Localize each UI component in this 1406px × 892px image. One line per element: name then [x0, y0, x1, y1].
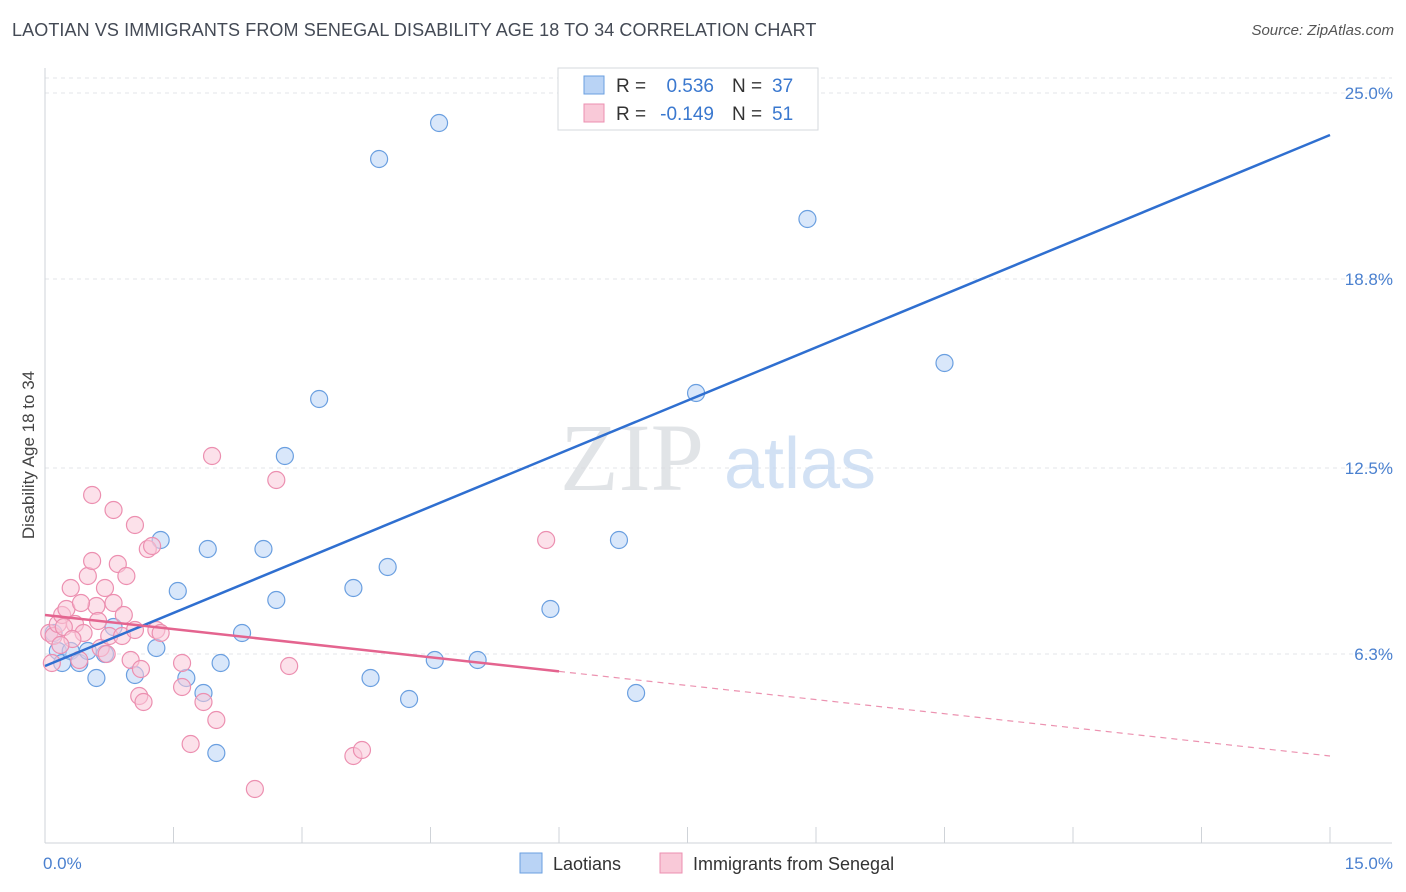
chart-source: Source: ZipAtlas.com — [1251, 22, 1394, 39]
watermark-zip: ZIP — [560, 404, 704, 511]
point-senegal — [245, 779, 264, 799]
chart-title: LAOTIAN VS IMMIGRANTS FROM SENEGAL DISAB… — [12, 20, 817, 40]
stats-r-value: 0.536 — [666, 76, 714, 97]
point-laotians — [310, 389, 329, 409]
trend-line-laotians — [44, 133, 1331, 668]
point-laotians — [361, 668, 380, 688]
point-senegal — [61, 578, 80, 598]
watermark-atlas: atlas — [724, 424, 876, 504]
point-laotians — [935, 353, 954, 373]
point-senegal — [181, 734, 200, 754]
point-laotians — [254, 539, 273, 559]
point-laotians — [147, 638, 166, 658]
point-laotians — [626, 683, 646, 703]
series-legend: Laotians Immigrants from Senegal — [519, 852, 894, 874]
point-laotians — [399, 689, 419, 709]
y-tick-label: 12.5% — [1345, 459, 1393, 478]
tick-labels: 6.3% 12.5% 18.8% 25.0% 0.0% 15.0% — [43, 84, 1393, 873]
point-senegal — [87, 596, 106, 616]
point-senegal — [78, 566, 97, 586]
stats-swatch — [583, 103, 605, 123]
point-senegal — [83, 485, 102, 505]
point-laotians — [211, 653, 230, 673]
point-laotians — [275, 446, 294, 466]
stats-legend: R = 0.536 N = 37 R = -0.149 N = 51 — [557, 67, 819, 131]
stats-n-label: N = — [732, 76, 762, 97]
point-laotians — [267, 590, 286, 610]
x-tick-label: 0.0% — [43, 854, 82, 873]
y-tick-label: 25.0% — [1345, 84, 1393, 103]
point-senegal — [83, 551, 102, 571]
point-laotians — [541, 599, 560, 619]
trend-lines — [44, 133, 1331, 757]
legend-swatch — [519, 852, 543, 874]
point-laotians — [378, 557, 397, 577]
point-senegal — [280, 656, 299, 676]
point-laotians — [344, 578, 363, 598]
point-senegal — [117, 566, 136, 586]
point-laotians — [798, 209, 817, 229]
point-senegal — [352, 740, 372, 760]
legend-label: Laotians — [553, 854, 621, 874]
stats-r-label: R = — [616, 104, 646, 125]
stats-n-value: 37 — [772, 76, 793, 97]
point-senegal — [134, 692, 153, 712]
point-laotians — [232, 623, 252, 643]
watermark: ZIP atlas — [560, 404, 876, 511]
trend-line-senegal — [44, 613, 560, 673]
point-senegal — [194, 692, 213, 712]
point-senegal — [537, 530, 556, 550]
stats-r-value: -0.149 — [660, 104, 714, 125]
point-senegal — [142, 536, 162, 556]
y-tick-label: 18.8% — [1345, 270, 1393, 289]
point-senegal — [104, 500, 123, 520]
y-tick-label: 6.3% — [1354, 645, 1393, 664]
axes — [44, 68, 1392, 844]
point-laotians — [87, 668, 106, 688]
point-laotians — [425, 650, 444, 670]
data-points — [40, 113, 954, 799]
point-senegal — [97, 644, 116, 664]
legend-swatch — [659, 852, 683, 874]
point-laotians — [207, 743, 226, 763]
point-senegal — [267, 470, 286, 490]
stats-n-value: 51 — [772, 104, 793, 125]
stats-r-label: R = — [616, 76, 646, 97]
grid-lines — [45, 77, 1392, 655]
x-tick-label: 15.0% — [1345, 854, 1393, 873]
point-laotians — [198, 539, 217, 559]
point-senegal — [104, 593, 123, 613]
point-laotians — [168, 581, 187, 601]
legend-label: Immigrants from Senegal — [693, 854, 894, 874]
point-senegal — [71, 593, 91, 613]
trend-line-senegal-dashed — [558, 670, 1331, 757]
y-axis-label: Disability Age 18 to 34 — [19, 371, 38, 539]
point-senegal — [114, 605, 133, 625]
point-senegal — [95, 578, 115, 598]
point-senegal — [131, 659, 151, 679]
point-senegal — [207, 710, 226, 730]
point-laotians — [429, 113, 449, 133]
point-laotians — [468, 650, 487, 670]
point-senegal — [202, 446, 222, 466]
stats-swatch — [583, 75, 605, 95]
point-senegal — [51, 635, 70, 655]
point-laotians — [609, 530, 629, 550]
point-laotians — [370, 149, 389, 169]
stats-n-label: N = — [732, 104, 762, 125]
point-senegal — [172, 653, 192, 673]
point-senegal — [125, 515, 145, 535]
point-senegal — [172, 677, 192, 697]
